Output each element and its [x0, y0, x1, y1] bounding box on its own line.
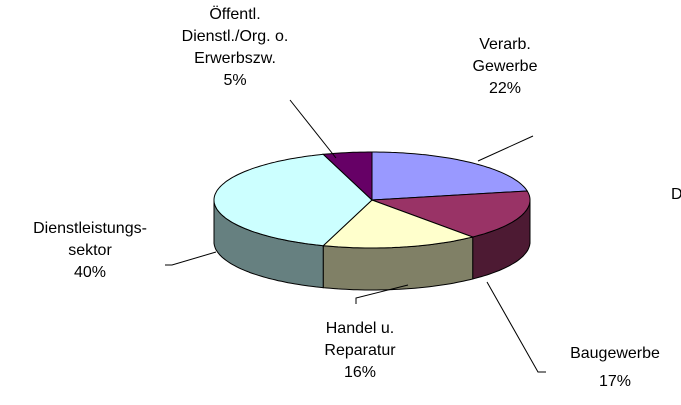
value-label: 16% — [343, 364, 377, 381]
leader-line — [355, 284, 409, 304]
slice-label: Handel u. Reparatur — [324, 320, 396, 359]
slice — [371, 151, 529, 201]
slice — [322, 199, 475, 249]
slice — [322, 151, 373, 202]
leader-line — [165, 251, 217, 266]
leader-lines — [165, 99, 546, 373]
value-label: 22% — [488, 80, 522, 97]
slice — [371, 190, 531, 238]
annotation: Di — [671, 186, 681, 203]
value-label: 40% — [73, 264, 107, 281]
slice-label: Baugewerbe — [570, 345, 660, 362]
leader-line — [289, 99, 337, 159]
slice — [213, 153, 373, 247]
value-label: 17% — [598, 373, 632, 390]
slice-label: Dienstleistungs- sektor — [33, 220, 147, 259]
leader-line — [486, 281, 546, 373]
slice-label: Verarb. Gewerbe — [472, 36, 538, 75]
value-label: 5% — [223, 72, 247, 89]
slice-label: Öffentl. Dienstl./Org. o. Erwerbszw. — [181, 6, 289, 67]
leader-line — [477, 135, 534, 162]
